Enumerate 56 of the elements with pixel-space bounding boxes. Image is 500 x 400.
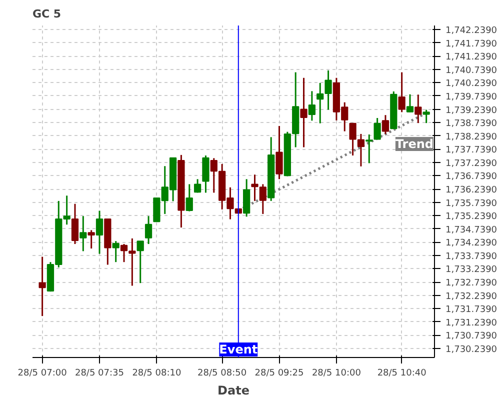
y-tick-label: 1,737.2390: [446, 158, 498, 169]
y-tick-label: 1,733.2390: [446, 265, 498, 276]
y-tick-label: 1,734.2390: [446, 238, 498, 249]
candlestick: [136, 240, 144, 284]
y-tick-label: 1,734.7390: [446, 225, 498, 236]
y-tick-label: 1,731.2390: [446, 318, 498, 328]
y-tick-label: 1,736.7390: [446, 172, 498, 182]
y-tick-label: 1,736.2390: [446, 186, 498, 196]
candlestick: [80, 215, 87, 252]
candlestick: [144, 215, 152, 245]
candlestick: [38, 256, 46, 317]
x-tick-label: 28/5 08:50: [198, 368, 247, 378]
candlestick: [112, 240, 120, 263]
candlestick: [422, 109, 430, 124]
y-tick-label: 1,730.7390: [446, 332, 498, 342]
candlestick: [202, 154, 210, 194]
y-tick-label: 1,732.7390: [446, 278, 498, 289]
candlestick: [406, 94, 414, 113]
y-tick-label: 1,735.7390: [446, 198, 498, 209]
y-tick-label: 1,730.2390: [446, 344, 498, 355]
candlestick: [382, 114, 390, 135]
y-tick-label: 1,732.2390: [446, 292, 498, 302]
y-tick-label: 1,737.7390: [446, 146, 498, 156]
candlestick: [414, 94, 422, 124]
candlestick: [186, 183, 193, 212]
y-tick-label: 1,740.7390: [446, 66, 498, 76]
y-tick-label: 1,739.2390: [446, 106, 498, 116]
candlestick: [308, 90, 316, 122]
y-tick-label: 1,742.2390: [446, 26, 498, 36]
ref-line-label: Event: [219, 342, 258, 356]
candlestick: [243, 178, 250, 218]
candlestick: [276, 125, 283, 180]
y-tick-label: 1,738.2390: [446, 132, 498, 142]
candlestick: [71, 203, 79, 245]
candlestick: [88, 229, 95, 250]
y-tick-label: 1,741.7390: [446, 39, 498, 50]
y-tick-label: 1,738.7390: [446, 119, 498, 130]
x-tick-label: 28/5 09:25: [254, 368, 304, 378]
x-tick-label: 28/5 07:35: [74, 368, 124, 378]
x-tick-label: 28/5 10:40: [377, 368, 427, 378]
y-tick-label: 1,731.7390: [446, 305, 498, 316]
x-tick-label: 28/5 10:00: [312, 368, 362, 378]
candlestick: [398, 72, 406, 113]
candlestick: [300, 77, 308, 148]
x-tick-label: 28/5 08:10: [132, 368, 182, 378]
chart-title: GC 5: [32, 8, 62, 20]
x-tick-label: 28/5 07:00: [18, 368, 68, 378]
candlestick: [194, 178, 202, 194]
y-tick-label: 1,740.2390: [446, 79, 498, 90]
y-tick-label: 1,735.2390: [446, 212, 498, 222]
y-tick-label: 1,733.7390: [446, 252, 498, 262]
y-tick-label: 1,741.2390: [446, 52, 498, 63]
series-label: Trend: [395, 136, 434, 151]
x-axis-title: Date: [218, 384, 250, 398]
y-tick-label: 1,739.7390: [446, 92, 498, 102]
candlestick: [96, 210, 104, 255]
